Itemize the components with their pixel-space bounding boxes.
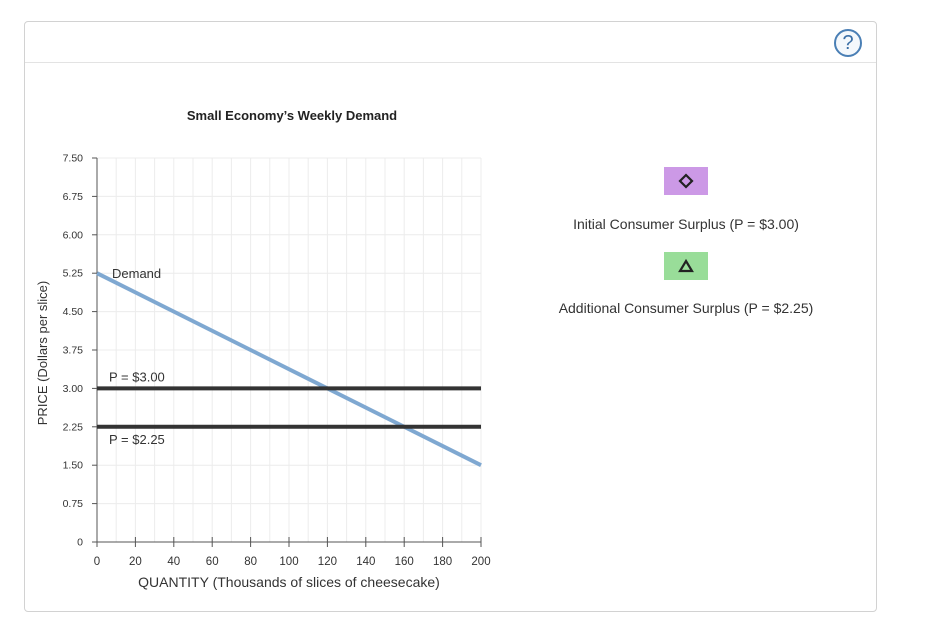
x-tick-label: 120 (318, 556, 337, 568)
legend-label-initial-surplus: Initial Consumer Surplus (P = $3.00) (573, 216, 799, 232)
x-tick-label: 160 (395, 556, 414, 568)
legend-label-additional-surplus: Additional Consumer Surplus (P = $2.25) (558, 300, 814, 316)
demand-curve-label: Demand (112, 266, 161, 281)
x-tick-label: 60 (206, 556, 219, 568)
price-line-3-00-label: P = $3.00 (109, 369, 165, 384)
chart-title: Small Economy’s Weekly Demand (187, 108, 397, 123)
x-tick-label: 200 (471, 556, 490, 568)
y-axis-label: PRICE (Dollars per slice) (35, 281, 50, 425)
y-tick-label: 6.00 (63, 229, 84, 241)
x-axis-label: QUANTITY (Thousands of slices of cheesec… (138, 574, 440, 590)
x-tick-label: 40 (167, 556, 180, 568)
panel-divider (25, 62, 876, 63)
swatch-fill (664, 252, 708, 280)
help-button[interactable]: ? (834, 29, 862, 57)
y-tick-label: 4.50 (63, 306, 84, 318)
x-tick-label: 140 (356, 556, 375, 568)
graph-panel: ? (24, 21, 877, 612)
y-tick-label: 6.75 (63, 191, 84, 203)
y-tick-label: 3.00 (63, 383, 84, 395)
x-tick-label: 80 (244, 556, 257, 568)
demand-curve[interactable] (96, 271, 482, 467)
chart-text: Small Economy’s Weekly Demand QUANTITY (… (35, 108, 491, 590)
help-question-icon: ? (842, 32, 854, 54)
price-line-2-25-label: P = $2.25 (109, 432, 165, 447)
y-tick-label: 0.75 (63, 498, 84, 510)
diamond-icon (664, 167, 708, 195)
x-tick-label: 180 (433, 556, 452, 568)
y-tick-label: 5.25 (63, 268, 84, 280)
x-tick-label: 20 (129, 556, 142, 568)
y-tick-label: 2.25 (63, 421, 84, 433)
y-tick-label: 7.50 (63, 153, 84, 165)
x-tick-label: 100 (279, 556, 298, 568)
y-tick-label: 1.50 (63, 460, 84, 472)
legend-swatch-initial-surplus[interactable] (664, 167, 708, 195)
y-tick-label: 3.75 (63, 345, 84, 357)
chart-series[interactable] (96, 271, 482, 467)
x-tick-label: 0 (94, 556, 100, 568)
triangle-shape (678, 258, 694, 273)
swatch-fill (664, 167, 708, 195)
y-tick-label: 0 (77, 537, 83, 549)
chart-axes (92, 157, 482, 547)
triangle-icon (664, 252, 708, 280)
diamond-shape (678, 173, 694, 189)
legend-swatch-additional-surplus[interactable] (664, 252, 708, 280)
chart-grid (97, 157, 482, 542)
